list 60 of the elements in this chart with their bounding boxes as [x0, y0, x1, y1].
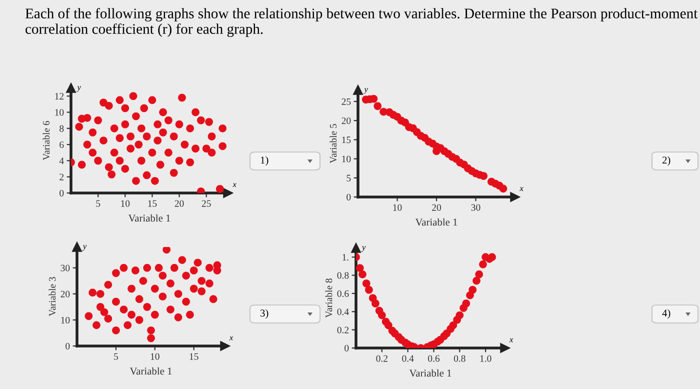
x-tick-label: 5 — [96, 200, 100, 207]
y-tick-label: 20 — [60, 290, 70, 298]
y-tick-label: 0 — [60, 190, 64, 196]
y-axis-title: Variable 8 — [325, 278, 332, 318]
y-tick-label: 10 — [61, 316, 70, 324]
x-tick-label: 5 — [114, 353, 118, 360]
y-axis-title: Variable 6 — [42, 120, 50, 160]
y-tick-label: 4 — [59, 158, 64, 164]
x-tick-label: 15 — [148, 200, 157, 207]
y-tick-label: 10 — [55, 109, 64, 116]
y-tick-label: 1. — [342, 254, 348, 261]
annotation: y — [82, 245, 87, 251]
text: x — [229, 336, 234, 340]
x-tick-label: 1.0 — [480, 355, 492, 362]
y-tick-label: 0.8 — [337, 272, 349, 279]
text: x — [509, 338, 514, 342]
y-tick-label: 0 — [346, 194, 351, 200]
y-tick-label: 20 — [342, 117, 351, 124]
x-tick-label: 10 — [150, 353, 160, 360]
x-tick-label: 10 — [393, 204, 402, 211]
x-axis-title: Variable 1 — [415, 218, 458, 226]
annotation: y — [364, 88, 368, 94]
annotation: y — [361, 246, 366, 252]
y-tick-label: 0 — [344, 344, 349, 352]
text: 2) — [662, 156, 670, 166]
x-tick-label: 0.2 — [376, 355, 388, 362]
x-tick-label: 20 — [432, 204, 441, 211]
text: Each of the following graphs show the relationship between two variables. Determine the Pearson product-moment correlation coefficient (r) for each graph. — [25, 8, 698, 37]
x-tick-label: 0.4 — [402, 355, 414, 362]
text: x — [232, 183, 236, 188]
y-tick-label: 8 — [60, 125, 64, 132]
text: 4) — [662, 309, 670, 319]
y-tick-label: 30 — [60, 264, 70, 272]
text: x — [520, 187, 524, 191]
text: 3) — [260, 309, 268, 319]
y-tick-label: 0.6 — [337, 290, 349, 297]
x-tick-label: 20 — [174, 200, 184, 207]
y-tick-label: 0 — [66, 342, 70, 350]
y-tick-label: 5 — [346, 174, 351, 182]
x-tick-label: 30 — [471, 204, 480, 211]
x-tick-label: 0.8 — [454, 355, 466, 362]
y-tick-label: 2 — [60, 174, 64, 180]
y-tick-label: 25 — [342, 98, 351, 105]
y-tick-label: 0.2 — [337, 326, 349, 334]
x-tick-label: 25 — [202, 200, 211, 207]
x-tick-label: 0.6 — [428, 355, 440, 362]
y-axis-title: Variable 3 — [48, 277, 56, 316]
text: 1) — [260, 156, 268, 166]
x-axis-title: Variable 1 — [409, 369, 452, 377]
x-tick-label: 15 — [190, 353, 198, 360]
y-tick-label: 12 — [55, 93, 64, 100]
x-axis-title: Variable 1 — [130, 367, 172, 375]
x-tick-label: 10 — [121, 200, 130, 207]
y-axis-title: Variable 5 — [330, 124, 337, 164]
y-tick-label: 10 — [342, 156, 351, 162]
y-tick-label: 0.4 — [337, 308, 349, 316]
y-tick-label: 15 — [342, 136, 351, 144]
annotation: y — [76, 86, 81, 92]
x-axis-title: Variable 1 — [128, 214, 170, 222]
y-tick-label: 6 — [60, 141, 64, 148]
